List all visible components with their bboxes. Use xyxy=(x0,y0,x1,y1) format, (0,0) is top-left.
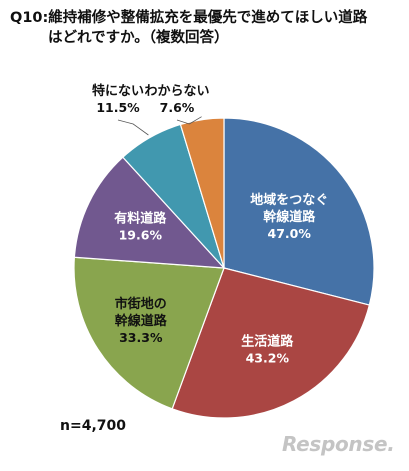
slice-value-label: 11.5% xyxy=(96,100,140,115)
leader-line-6 xyxy=(176,116,202,125)
slice-category-label: 幹線道路 xyxy=(115,313,168,329)
slice-category-label: わからない xyxy=(144,84,209,99)
slice-category-label: 生活道路 xyxy=(241,333,294,349)
slice-value-label: 19.6% xyxy=(119,227,163,242)
slice-category-label: 特にない xyxy=(92,83,144,99)
slice-value-label: 43.2% xyxy=(246,350,290,365)
pie-slice-4 xyxy=(73,156,226,269)
pie-slice-1 xyxy=(223,117,375,306)
sample-size: n=4,700 xyxy=(60,418,126,434)
pie-slice-3 xyxy=(73,256,225,410)
title-line-1: Q10:維持補修や整備拡充を最優先で進めてほしい道路 xyxy=(10,10,368,26)
pie-slice-6 xyxy=(179,117,225,269)
slice-category-label: 市街地の xyxy=(115,296,167,312)
slice-value-label: 7.6% xyxy=(160,100,195,115)
leader-line-5 xyxy=(117,119,149,136)
pie-slice-2 xyxy=(171,267,371,419)
slice-category-label: 幹線道路 xyxy=(263,209,316,225)
title-line-2: はどれですか。（複数回答） xyxy=(48,30,229,46)
slice-value-label: 47.0% xyxy=(268,226,312,241)
slice-value-label: 33.3% xyxy=(119,330,163,345)
chart-title: Q10:維持補修や整備拡充を最優先で進めてほしい道路 はどれですか。（複数回答） xyxy=(10,8,402,48)
slice-category-label: 地域をつなぐ xyxy=(250,192,328,208)
response-watermark-logo: Response. xyxy=(282,432,395,456)
slice-category-label: 有料道路 xyxy=(114,210,167,226)
